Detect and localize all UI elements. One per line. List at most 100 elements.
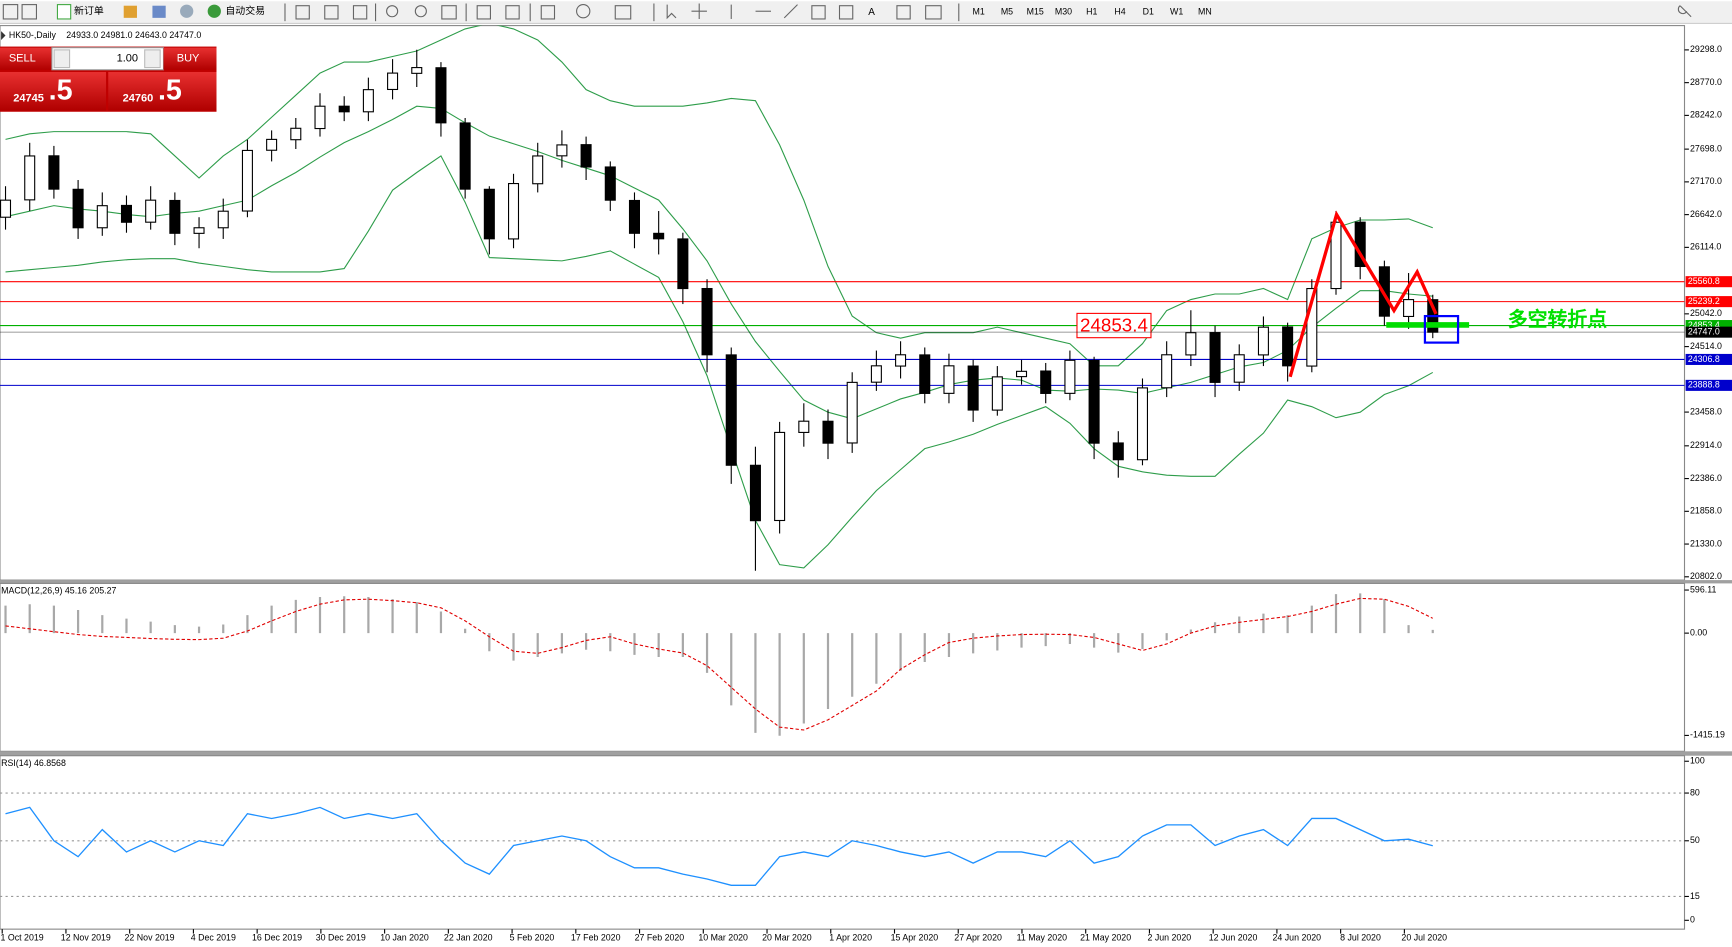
channel-tool[interactable] [811,5,826,20]
level-tag [1685,326,1732,338]
periods-button[interactable] [576,4,591,19]
candle-body [1209,332,1221,383]
cursor-tool[interactable] [666,4,677,20]
auto-trading-icon[interactable] [207,4,221,18]
y-tick-label: 15 [1690,891,1700,901]
x-tick-label: 22 Jan 2020 [444,932,493,942]
buy-button[interactable] [163,47,217,70]
x-tick-label: 11 May 2020 [1017,932,1067,942]
x-tick-label: 27 Apr 2020 [954,932,1002,942]
candle-body [24,155,36,201]
lots-value[interactable]: 1.00 [117,53,138,65]
candle-body [1016,370,1028,378]
sell-button[interactable] [0,47,52,70]
lots-down[interactable] [53,49,71,69]
x-tick-label: 5 Feb 2020 [510,932,555,942]
header-icon [1,31,6,40]
timeframe-button[interactable]: H4 [1114,7,1125,17]
level-label: 24853.4 [1688,320,1720,330]
timeframe-button[interactable]: MN [1198,7,1212,17]
timeframe-button[interactable]: M30 [1055,7,1072,17]
bar-chart-button[interactable] [295,5,310,20]
candle-body [895,354,907,367]
indicators-button[interactable] [540,5,556,20]
candle-body [1257,326,1269,356]
x-tick-label: 4 Dec 2019 [191,932,236,942]
candle-body [338,105,350,113]
x-tick-label: 15 Apr 2020 [891,932,939,942]
crosshair-tool[interactable] [691,3,707,19]
y-tick-label: 23458.0 [1690,406,1722,416]
bid-fraction[interactable]: .5 [49,74,73,106]
y-tick-label: -1415.19 [1690,730,1725,740]
y-tick-label: 20802.0 [1690,571,1722,581]
ask-price[interactable]: 24760 [123,92,154,104]
timeframe-button[interactable]: M15 [1027,7,1044,17]
label-tool[interactable] [896,5,911,20]
level-tag [1685,296,1732,308]
timeframe-button[interactable]: M1 [973,7,985,17]
candle-body [241,149,253,212]
text-tool[interactable]: A [868,7,875,18]
bid-box[interactable] [0,71,107,111]
zoom-out[interactable] [414,5,427,18]
timeframe-button[interactable]: D1 [1143,7,1154,17]
scroll-button[interactable] [476,5,491,20]
level-callout: 24853.4 [1080,315,1148,336]
icon-button[interactable] [21,4,38,20]
icon-button[interactable] [123,5,137,18]
bollinger-band [5,25,1433,367]
level-label: 25560.8 [1688,276,1720,286]
ask-fraction[interactable]: .5 [158,74,182,106]
x-tick-label: 1 Oct 2019 [0,932,43,942]
timeframe-button[interactable]: M5 [1001,7,1013,17]
search-button[interactable] [1677,5,1692,18]
y-tick-label: 29298.0 [1690,44,1722,54]
zoom-in[interactable] [386,5,399,18]
y-tick-label: 27170.0 [1690,176,1722,186]
x-tick-label: 24 Jun 2020 [1272,932,1321,942]
sell-label[interactable]: SELL [9,53,36,65]
ask-box[interactable] [108,71,217,111]
y-tick-label: 28770.0 [1690,77,1722,87]
candle-button[interactable] [324,5,339,20]
toolbar-tools [284,3,1692,22]
bid-price[interactable]: 24745 [13,92,44,104]
arrows-tool[interactable] [925,5,942,20]
candle-body [749,464,761,522]
tile-button[interactable] [441,5,457,20]
y-tick-label: 80 [1690,787,1700,797]
level-label: 25239.2 [1688,296,1720,306]
icon-button[interactable] [2,4,19,20]
shift-button[interactable] [505,5,520,20]
x-tick-label: 17 Feb 2020 [571,932,621,942]
zigzag-drawing[interactable] [1288,210,1438,378]
x-tick-label: 1 Apr 2020 [829,932,872,942]
rsi-panel [0,755,1686,930]
highlight-box[interactable] [1423,314,1460,344]
auto-trading-button[interactable]: 自动交易 [225,4,265,17]
trendline-tool[interactable] [783,4,798,19]
candle-body [1282,326,1294,367]
icon-button[interactable] [180,4,194,18]
panel-separator [0,751,1732,756]
candle-body [1185,332,1197,356]
candle-body [120,204,132,223]
level-label: 23888.8 [1688,380,1720,390]
new-order-button[interactable]: 新订单 [74,4,104,17]
timeframe-button[interactable]: W1 [1170,7,1183,17]
templates-button[interactable] [614,5,632,20]
buy-label[interactable]: BUY [177,53,200,65]
bollinger-band [5,155,1434,569]
candle-body [387,72,399,91]
new-order-icon[interactable] [56,4,72,20]
fibo-tool[interactable] [838,5,854,20]
timeframe-button[interactable]: H1 [1086,7,1097,17]
line-button[interactable] [352,5,368,20]
candle-body [556,144,568,157]
lots-up[interactable] [144,49,161,69]
annotation-text: 多空转折点 [1508,308,1608,331]
icon-button[interactable] [152,5,166,18]
candle-body [532,155,544,185]
candle-body [653,232,665,240]
